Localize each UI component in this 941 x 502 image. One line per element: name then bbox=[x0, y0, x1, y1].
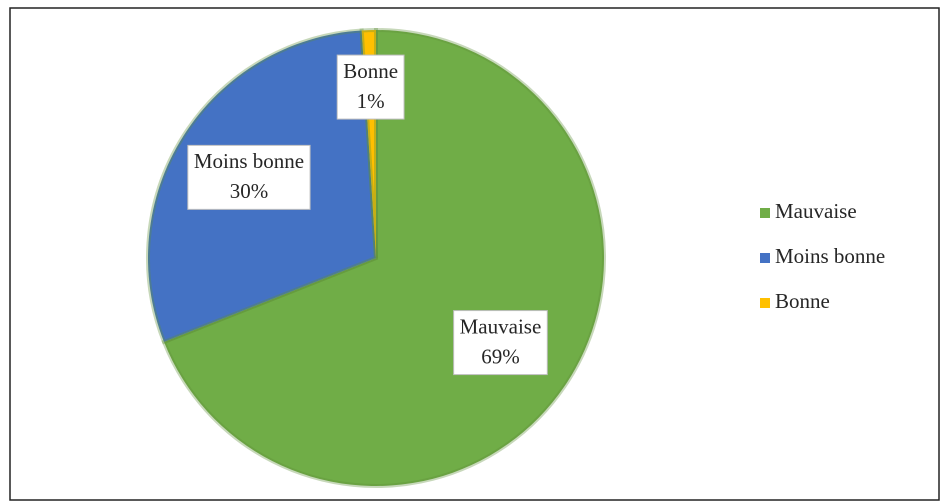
data-label-name: Mauvaise bbox=[460, 314, 542, 338]
data-label-box bbox=[453, 310, 548, 376]
data-label-name: Moins bonne bbox=[194, 149, 304, 173]
data-label-box bbox=[187, 144, 311, 210]
data-label-box bbox=[336, 54, 405, 120]
data-label-value: 30% bbox=[230, 179, 269, 203]
data-label-value: 1% bbox=[357, 89, 385, 113]
legend-swatch bbox=[760, 208, 770, 218]
data-label: Mauvaise 69% bbox=[453, 310, 548, 376]
data-label-name: Bonne bbox=[343, 59, 398, 83]
data-label: Moins bonne 30% bbox=[187, 144, 311, 210]
legend-label: Bonne bbox=[775, 289, 830, 313]
legend-label: Mauvaise bbox=[775, 199, 857, 223]
legend-swatch bbox=[760, 298, 770, 308]
data-label-value: 69% bbox=[481, 344, 520, 368]
legend-swatch bbox=[760, 253, 770, 263]
legend-label: Moins bonne bbox=[775, 244, 885, 268]
data-label: Bonne 1% bbox=[336, 54, 405, 120]
